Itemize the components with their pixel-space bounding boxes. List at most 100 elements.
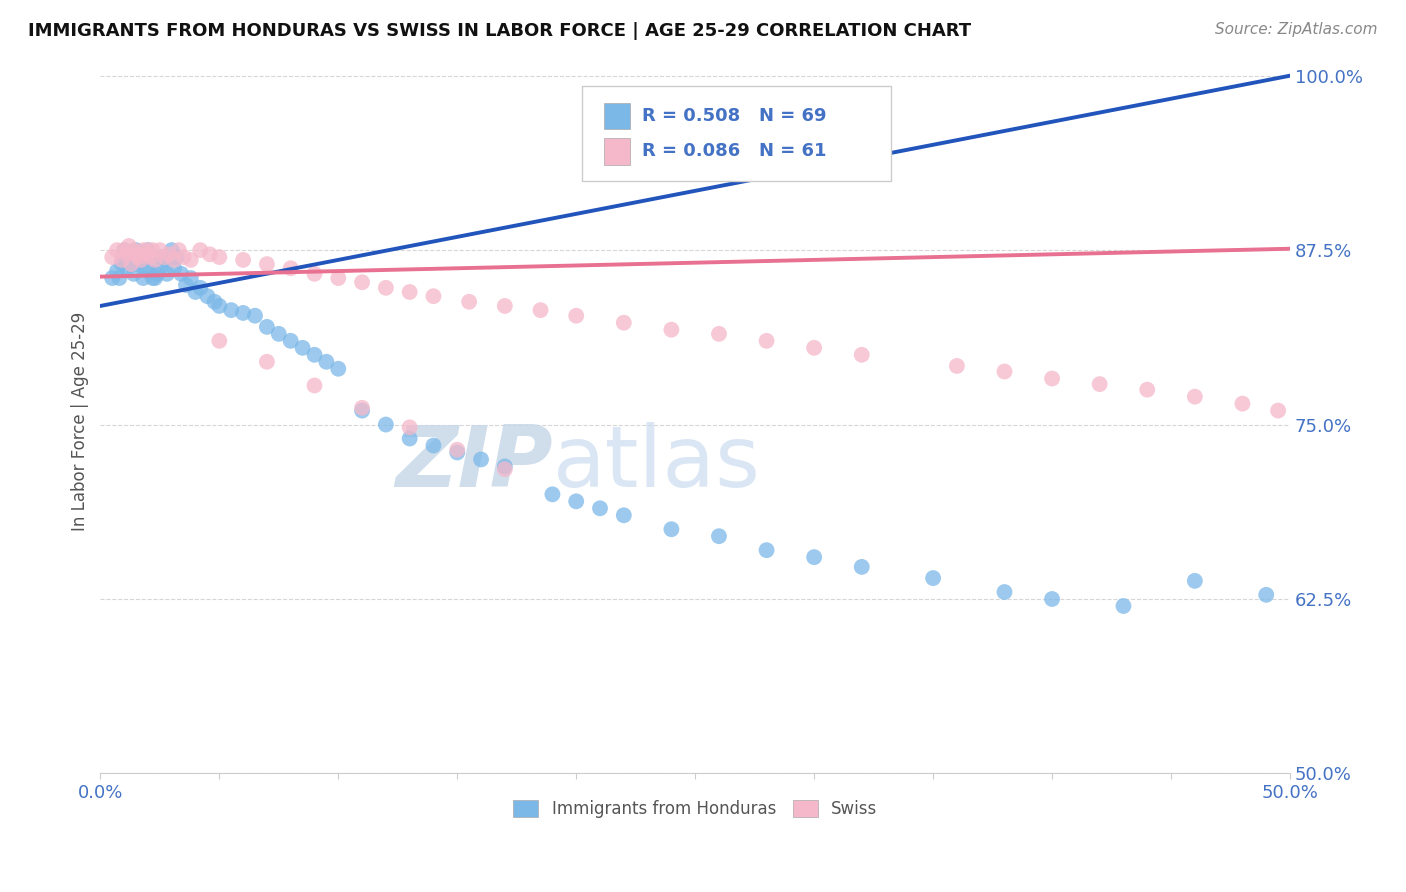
Point xyxy=(1267,403,1289,417)
Text: R = 0.086   N = 61: R = 0.086 N = 61 xyxy=(641,142,827,161)
Point xyxy=(139,250,162,264)
Point xyxy=(125,257,148,271)
Point xyxy=(135,247,157,261)
Text: IMMIGRANTS FROM HONDURAS VS SWISS IN LABOR FORCE | AGE 25-29 CORRELATION CHART: IMMIGRANTS FROM HONDURAS VS SWISS IN LAB… xyxy=(28,22,972,40)
Point xyxy=(1184,390,1206,404)
Point xyxy=(993,365,1015,379)
Point xyxy=(166,250,188,264)
Point xyxy=(398,420,420,434)
Point xyxy=(993,585,1015,599)
Point xyxy=(565,309,588,323)
Point xyxy=(132,271,155,285)
Point xyxy=(1088,377,1111,392)
Point xyxy=(803,550,825,565)
Text: Source: ZipAtlas.com: Source: ZipAtlas.com xyxy=(1215,22,1378,37)
Point xyxy=(180,271,202,285)
FancyBboxPatch shape xyxy=(582,87,891,181)
Point xyxy=(280,334,302,348)
Point xyxy=(136,264,159,278)
Point xyxy=(163,252,186,267)
Point xyxy=(422,289,444,303)
Point xyxy=(256,319,278,334)
Y-axis label: In Labor Force | Age 25-29: In Labor Force | Age 25-29 xyxy=(72,311,89,531)
Point xyxy=(125,243,148,257)
Point xyxy=(1040,592,1063,607)
Point xyxy=(352,403,374,417)
Point xyxy=(197,289,219,303)
Point xyxy=(180,252,202,267)
Point xyxy=(352,401,374,415)
Point xyxy=(125,247,148,261)
Point xyxy=(661,522,683,536)
Point xyxy=(142,243,165,257)
Point xyxy=(112,243,135,257)
Point xyxy=(111,257,134,271)
Point xyxy=(135,261,157,276)
Point xyxy=(707,529,730,543)
Point xyxy=(101,250,124,264)
Point xyxy=(304,267,326,281)
Point xyxy=(1184,574,1206,588)
Point xyxy=(851,560,873,574)
Point xyxy=(108,271,131,285)
Point xyxy=(198,247,221,261)
Point xyxy=(755,543,778,558)
Point xyxy=(149,261,172,276)
Bar xyxy=(603,103,630,129)
Point xyxy=(149,243,172,257)
Point xyxy=(153,252,176,267)
Point xyxy=(208,250,231,264)
Point xyxy=(398,432,420,446)
Text: atlas: atlas xyxy=(553,422,761,505)
Point xyxy=(494,462,516,476)
Point xyxy=(160,243,183,257)
Point xyxy=(304,378,326,392)
Point xyxy=(127,252,149,267)
Point xyxy=(232,252,254,267)
Point xyxy=(101,271,124,285)
Point xyxy=(589,501,612,516)
Point xyxy=(173,250,195,264)
Point xyxy=(1136,383,1159,397)
Point xyxy=(304,348,326,362)
Text: R = 0.508   N = 69: R = 0.508 N = 69 xyxy=(641,107,827,125)
Point xyxy=(157,247,180,261)
Point xyxy=(153,250,176,264)
Point xyxy=(529,303,551,318)
Point xyxy=(156,267,179,281)
Point xyxy=(232,306,254,320)
Point xyxy=(352,275,374,289)
Point xyxy=(946,359,969,373)
Point xyxy=(122,243,145,257)
Point xyxy=(219,303,242,318)
Point xyxy=(851,348,873,362)
Point xyxy=(120,257,142,271)
Point xyxy=(136,243,159,257)
Point xyxy=(105,264,128,278)
Point xyxy=(707,326,730,341)
Point xyxy=(315,355,337,369)
Point xyxy=(422,438,444,452)
Point xyxy=(374,281,396,295)
Bar xyxy=(603,137,630,164)
Point xyxy=(328,271,350,285)
Point xyxy=(204,294,226,309)
Point xyxy=(132,243,155,257)
Point xyxy=(470,452,492,467)
Point xyxy=(494,299,516,313)
Point xyxy=(1232,397,1254,411)
Point xyxy=(328,361,350,376)
Point xyxy=(127,250,149,264)
Point xyxy=(243,309,266,323)
Legend: Immigrants from Honduras, Swiss: Immigrants from Honduras, Swiss xyxy=(506,794,884,825)
Point xyxy=(188,281,211,295)
Point xyxy=(755,334,778,348)
Point xyxy=(112,243,135,257)
Point xyxy=(613,316,636,330)
Point xyxy=(1040,371,1063,385)
Point xyxy=(661,323,683,337)
Point xyxy=(398,285,420,299)
Point xyxy=(112,250,135,264)
Point xyxy=(374,417,396,432)
Point xyxy=(105,243,128,257)
